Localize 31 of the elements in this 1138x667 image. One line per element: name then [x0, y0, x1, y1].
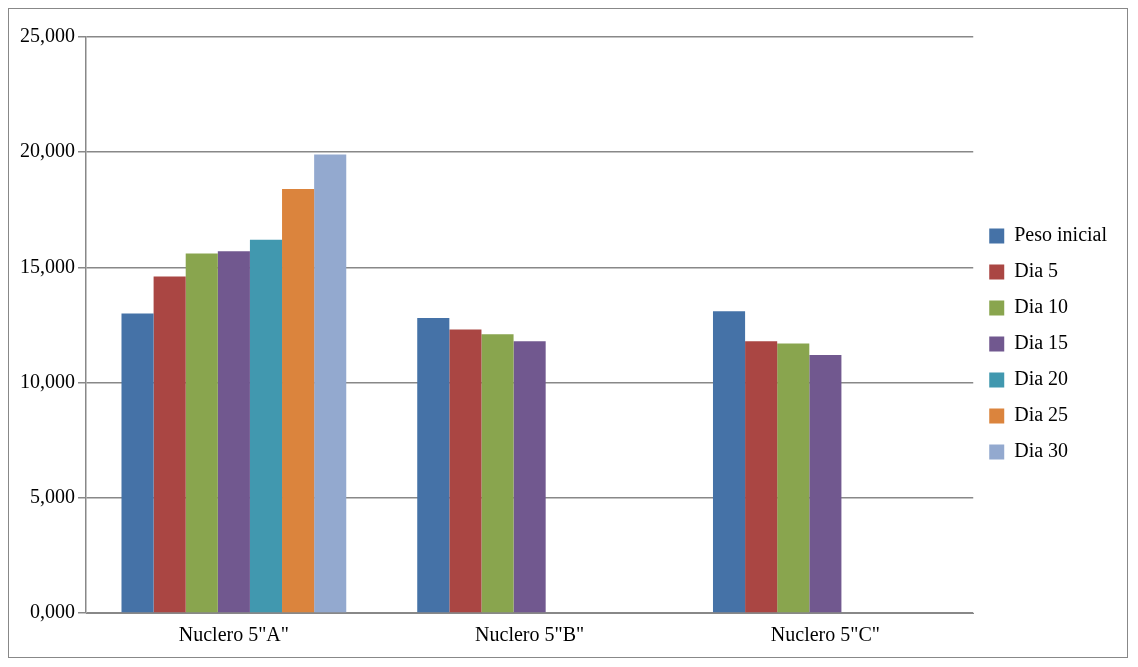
- bar: [249, 239, 283, 613]
- bar: [217, 251, 250, 613]
- legend-label: Dia 15: [1014, 331, 1069, 354]
- y-tick-label: 15,000: [20, 254, 75, 277]
- bar: [777, 343, 810, 613]
- bar: [153, 276, 186, 613]
- x-tick-label: Nuclero 5"B": [475, 623, 585, 646]
- x-tick-label: Nuclero 5"A": [178, 623, 289, 646]
- bar: [282, 189, 315, 613]
- y-tick-label: 25,000: [20, 24, 75, 47]
- legend-label: Dia 10: [1014, 295, 1069, 318]
- bar: [481, 334, 514, 613]
- bar: [513, 341, 546, 613]
- bar: [449, 329, 482, 613]
- bar: [314, 154, 347, 613]
- bar: [712, 311, 746, 613]
- y-tick-label: 20,000: [20, 139, 75, 162]
- legend-label: Dia 20: [1014, 367, 1069, 390]
- y-tick-label: 0,000: [30, 600, 75, 623]
- y-tick-label: 5,000: [30, 485, 75, 508]
- legend-label: Dia 5: [1014, 259, 1059, 282]
- legend-label: Peso inicial: [1014, 223, 1108, 246]
- y-tick-label: 10,000: [20, 369, 75, 392]
- bar: [417, 318, 450, 613]
- legend-label: Dia 30: [1014, 439, 1069, 462]
- bar: [185, 253, 218, 613]
- bar: [121, 313, 154, 613]
- bar: [745, 341, 778, 613]
- bar: [809, 354, 842, 613]
- x-tick-label: Nuclero 5"C": [770, 623, 880, 646]
- legend-label: Dia 25: [1014, 403, 1069, 426]
